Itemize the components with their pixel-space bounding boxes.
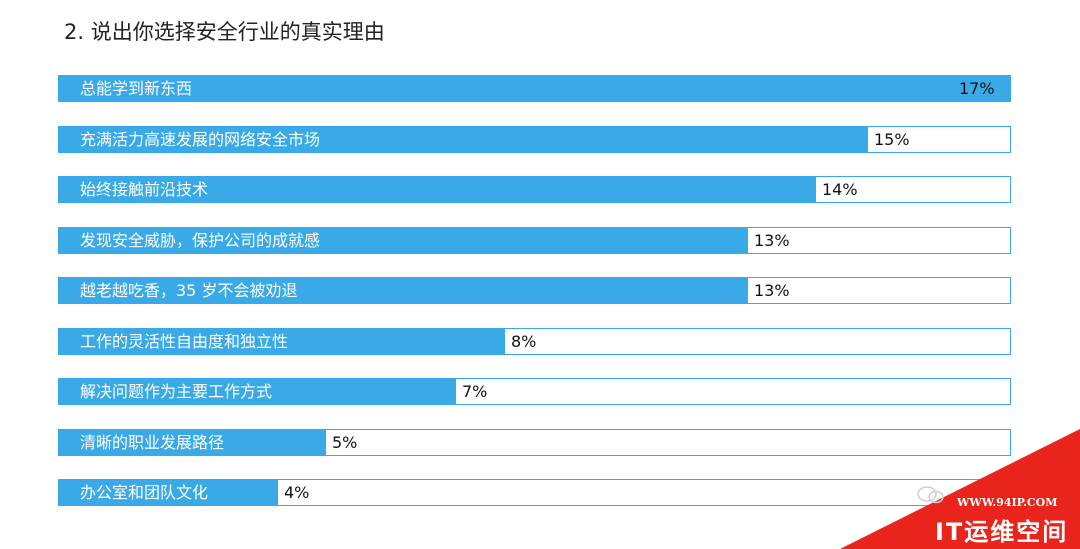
bar xyxy=(58,327,505,355)
watermark-brand: IT运维空间 xyxy=(935,518,1069,546)
bar-row: 发现安全威胁，保护公司的成就感 13% xyxy=(58,226,1011,254)
value-label: 8% xyxy=(511,331,537,351)
wechat-icon xyxy=(917,486,944,504)
category-label: 办公室和团队文化 xyxy=(80,483,209,502)
bar-row: 越老越吃香，35 岁不会被劝退 13% xyxy=(58,277,1011,304)
watermark-url: WWW.94IP.COM xyxy=(957,496,1058,509)
bar-row: 工作的灵活性自由度和独立性 8% xyxy=(58,327,1011,355)
bar xyxy=(58,277,748,304)
bar xyxy=(58,226,748,254)
value-label: 4% xyxy=(284,483,310,502)
bar xyxy=(58,479,278,506)
bar-row: 充满活力高速发展的网络安全市场 15% xyxy=(58,125,1011,153)
value-label: 13% xyxy=(754,281,790,300)
bar xyxy=(58,378,456,405)
category-label: 充满活力高速发展的网络安全市场 xyxy=(80,129,321,149)
bar xyxy=(58,125,868,153)
bar-row: 总能学到新东西 17% xyxy=(58,75,1011,102)
category-label: 总能学到新东西 xyxy=(80,79,193,98)
category-label: 始终接触前沿技术 xyxy=(80,180,209,199)
category-label: 清晰的职业发展路径 xyxy=(80,432,225,452)
chart-title: 2. 说出你选择安全行业的真实理由 xyxy=(64,20,385,44)
category-label: 越老越吃香，35 岁不会被劝退 xyxy=(80,281,298,300)
value-label: 17% xyxy=(959,79,995,98)
watermark-red-triangle xyxy=(840,429,1080,549)
value-label: 14% xyxy=(822,180,858,199)
value-label: 15% xyxy=(874,129,910,149)
watermark-corner xyxy=(840,429,1080,549)
value-label: 7% xyxy=(462,382,488,401)
bar xyxy=(58,428,326,456)
value-label: 13% xyxy=(754,230,790,250)
category-label: 工作的灵活性自由度和独立性 xyxy=(80,331,289,351)
bar-row: 始终接触前沿技术 14% xyxy=(58,176,1011,203)
bar xyxy=(58,176,816,203)
category-label: 解决问题作为主要工作方式 xyxy=(80,382,273,401)
bar-row: 清晰的职业发展路径 5% xyxy=(58,428,1011,456)
value-label: 5% xyxy=(332,432,358,452)
bar-row: 解决问题作为主要工作方式 7% xyxy=(58,378,1011,405)
bar xyxy=(58,75,1011,102)
category-label: 发现安全威胁，保护公司的成就感 xyxy=(80,230,321,250)
bar-row: 办公室和团队文化 4% xyxy=(58,479,1011,506)
